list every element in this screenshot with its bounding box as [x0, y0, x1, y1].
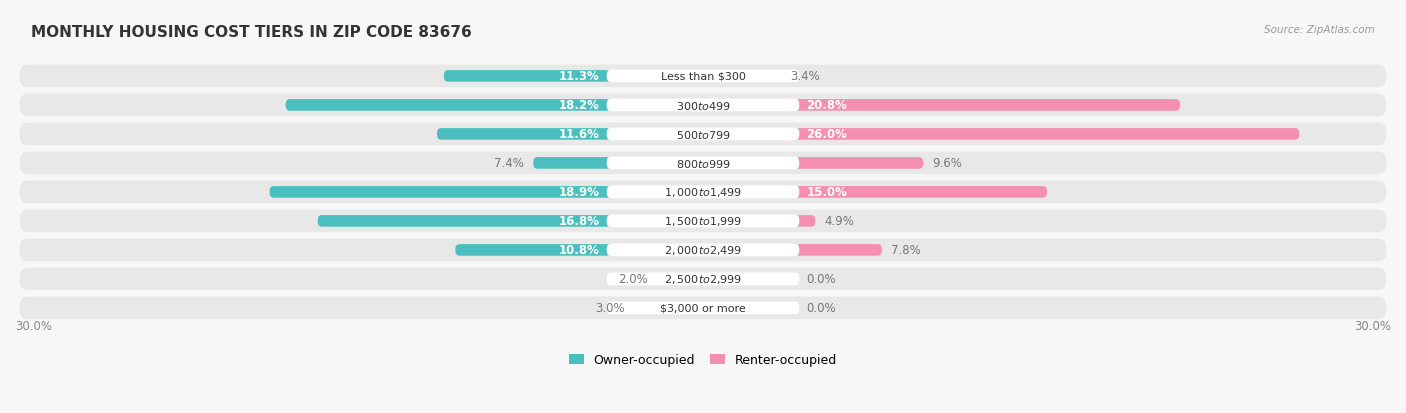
Text: 9.6%: 9.6%: [932, 157, 962, 170]
FancyBboxPatch shape: [270, 187, 703, 198]
FancyBboxPatch shape: [606, 186, 800, 199]
FancyBboxPatch shape: [20, 297, 1386, 319]
Text: 30.0%: 30.0%: [15, 319, 52, 332]
Text: $500 to $799: $500 to $799: [675, 128, 731, 140]
Text: 7.8%: 7.8%: [891, 244, 921, 257]
FancyBboxPatch shape: [606, 128, 800, 141]
FancyBboxPatch shape: [606, 157, 800, 170]
FancyBboxPatch shape: [703, 158, 924, 169]
Text: $3,000 or more: $3,000 or more: [661, 303, 745, 313]
FancyBboxPatch shape: [606, 302, 800, 315]
FancyBboxPatch shape: [606, 215, 800, 228]
FancyBboxPatch shape: [606, 244, 800, 256]
FancyBboxPatch shape: [657, 273, 703, 285]
Text: 3.4%: 3.4%: [790, 70, 820, 83]
FancyBboxPatch shape: [533, 158, 703, 169]
Text: $2,500 to $2,999: $2,500 to $2,999: [664, 273, 742, 286]
FancyBboxPatch shape: [606, 70, 800, 83]
Text: 18.2%: 18.2%: [560, 99, 600, 112]
Text: 20.8%: 20.8%: [806, 99, 846, 112]
FancyBboxPatch shape: [606, 273, 800, 285]
FancyBboxPatch shape: [20, 239, 1386, 261]
FancyBboxPatch shape: [703, 100, 1180, 112]
Text: 30.0%: 30.0%: [1354, 319, 1391, 332]
Text: MONTHLY HOUSING COST TIERS IN ZIP CODE 83676: MONTHLY HOUSING COST TIERS IN ZIP CODE 8…: [31, 25, 471, 40]
FancyBboxPatch shape: [634, 302, 703, 314]
Text: 26.0%: 26.0%: [806, 128, 846, 141]
FancyBboxPatch shape: [703, 71, 780, 83]
Text: 3.0%: 3.0%: [595, 301, 626, 315]
FancyBboxPatch shape: [20, 94, 1386, 117]
FancyBboxPatch shape: [20, 181, 1386, 204]
Text: $300 to $499: $300 to $499: [675, 100, 731, 112]
FancyBboxPatch shape: [20, 65, 1386, 88]
FancyBboxPatch shape: [606, 99, 800, 112]
Text: 18.9%: 18.9%: [558, 186, 600, 199]
Text: $800 to $999: $800 to $999: [675, 157, 731, 169]
FancyBboxPatch shape: [703, 187, 1047, 198]
Text: 0.0%: 0.0%: [806, 301, 835, 315]
Text: 11.3%: 11.3%: [560, 70, 600, 83]
FancyBboxPatch shape: [20, 268, 1386, 290]
Text: Source: ZipAtlas.com: Source: ZipAtlas.com: [1264, 25, 1375, 35]
Text: 10.8%: 10.8%: [560, 244, 600, 257]
Text: 15.0%: 15.0%: [806, 186, 846, 199]
Text: 7.4%: 7.4%: [495, 157, 524, 170]
Text: Less than $300: Less than $300: [661, 72, 745, 82]
Text: $1,000 to $1,499: $1,000 to $1,499: [664, 186, 742, 199]
FancyBboxPatch shape: [318, 216, 703, 227]
FancyBboxPatch shape: [285, 100, 703, 112]
Text: 0.0%: 0.0%: [806, 273, 835, 286]
Text: 11.6%: 11.6%: [560, 128, 600, 141]
Text: $2,000 to $2,499: $2,000 to $2,499: [664, 244, 742, 257]
FancyBboxPatch shape: [20, 210, 1386, 233]
FancyBboxPatch shape: [20, 152, 1386, 175]
Text: 16.8%: 16.8%: [558, 215, 600, 228]
FancyBboxPatch shape: [20, 123, 1386, 146]
Text: $1,500 to $1,999: $1,500 to $1,999: [664, 215, 742, 228]
FancyBboxPatch shape: [703, 129, 1299, 140]
FancyBboxPatch shape: [437, 129, 703, 140]
Legend: Owner-occupied, Renter-occupied: Owner-occupied, Renter-occupied: [564, 349, 842, 371]
Text: 4.9%: 4.9%: [824, 215, 855, 228]
Text: 2.0%: 2.0%: [619, 273, 648, 286]
FancyBboxPatch shape: [456, 244, 703, 256]
FancyBboxPatch shape: [703, 216, 815, 227]
FancyBboxPatch shape: [444, 71, 703, 83]
FancyBboxPatch shape: [703, 244, 882, 256]
